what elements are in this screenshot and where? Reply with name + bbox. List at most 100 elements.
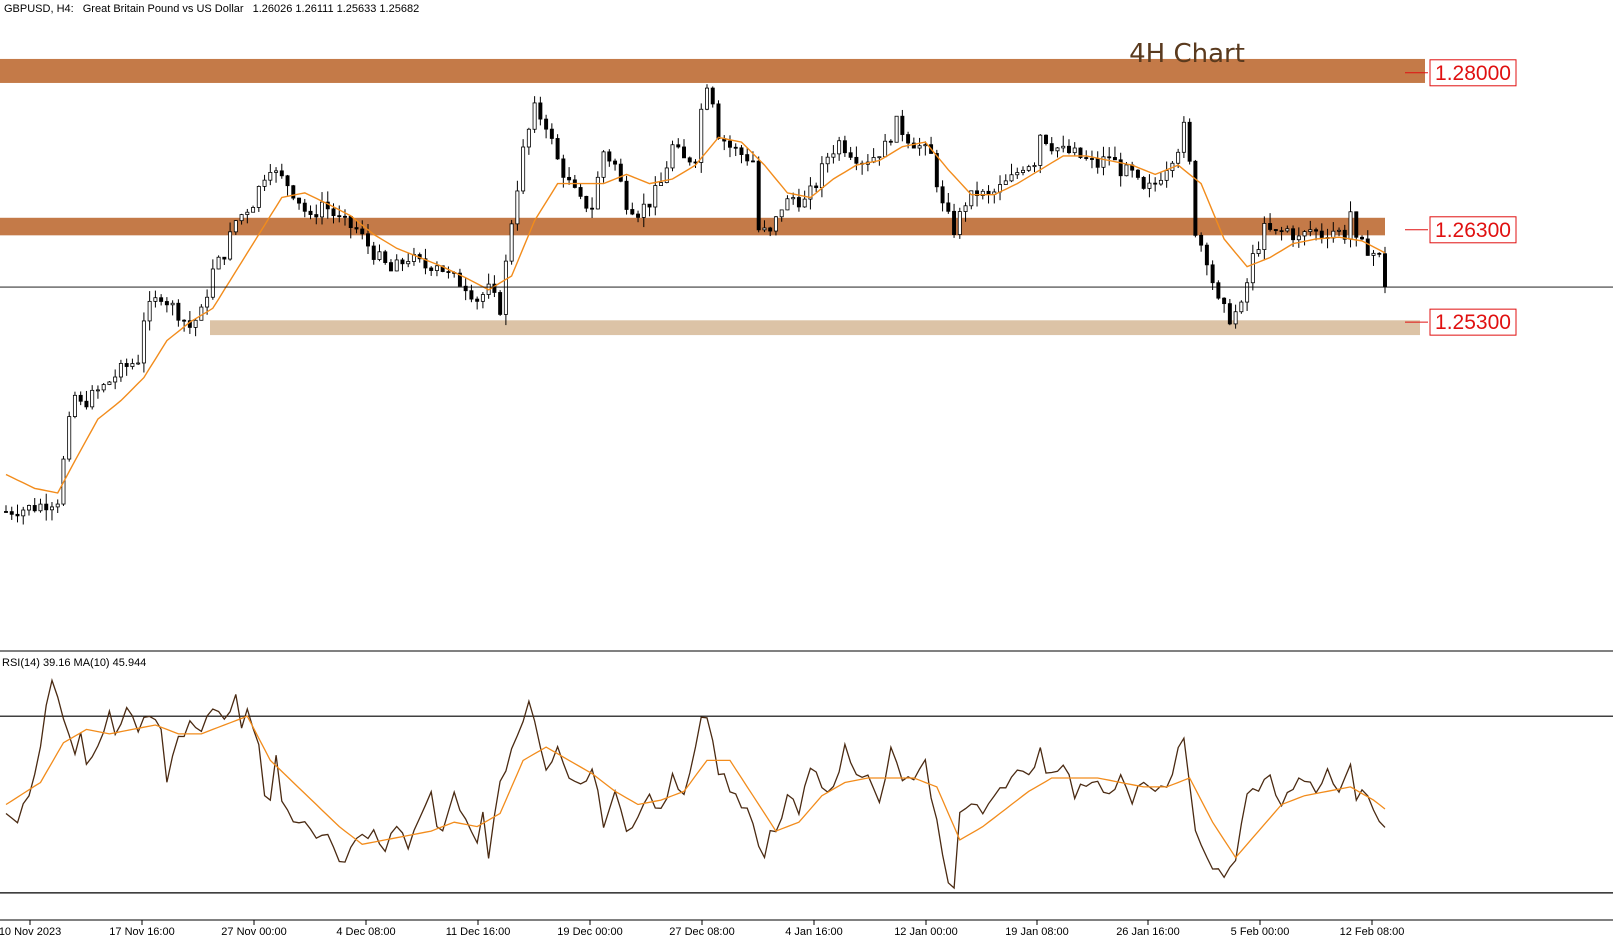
candle — [95, 385, 100, 399]
time-tick-label: 10 Nov 2023 — [0, 926, 61, 938]
candle — [888, 139, 893, 146]
time-tick-label: 17 Nov 16:00 — [109, 926, 174, 938]
candle — [883, 133, 888, 158]
candle — [1072, 142, 1077, 156]
candle — [101, 383, 106, 393]
candle — [32, 498, 37, 513]
candle — [90, 385, 95, 410]
candle — [1147, 174, 1152, 198]
candle — [274, 167, 279, 183]
rsi-line — [5, 678, 1386, 890]
candle — [739, 145, 744, 164]
candle — [624, 175, 629, 215]
candle — [814, 182, 819, 192]
candle — [613, 158, 618, 171]
level-label-1.26300: 1.26300 — [1405, 216, 1517, 244]
time-tick-label: 27 Dec 08:00 — [669, 926, 734, 938]
candle — [509, 219, 514, 265]
candle — [360, 220, 365, 240]
candle — [44, 493, 49, 521]
price-zone-1.26300 — [0, 217, 1385, 236]
candle — [136, 354, 141, 365]
candle — [205, 289, 210, 315]
candle — [819, 156, 824, 198]
level-label-1.25300: 1.25300 — [1405, 308, 1517, 336]
candle — [676, 138, 681, 149]
candle — [388, 259, 393, 272]
price-panel[interactable]: 1.28000 1.26300 1.25300 4H Chart — [0, 39, 1613, 525]
candle — [1095, 151, 1100, 174]
candle — [107, 380, 112, 386]
candle — [722, 135, 727, 151]
time-tick-label: 19 Jan 08:00 — [1005, 926, 1069, 938]
candle — [1003, 174, 1008, 186]
candle — [1101, 146, 1106, 176]
time-tick-label: 11 Dec 16:00 — [446, 926, 511, 938]
candle — [1009, 163, 1014, 183]
candle — [1233, 304, 1238, 329]
candle — [1308, 220, 1313, 237]
price-moving-average-line — [5, 136, 1386, 494]
candle — [1032, 162, 1037, 173]
candle — [796, 188, 801, 212]
candle — [216, 255, 221, 270]
candle — [15, 504, 20, 523]
level-label-1.28000: 1.28000 — [1405, 59, 1517, 87]
candle — [1268, 213, 1273, 232]
candle — [808, 177, 813, 210]
candle — [337, 205, 342, 223]
candle — [233, 220, 238, 235]
candle — [687, 156, 692, 166]
candle — [1112, 146, 1117, 161]
candle — [1273, 229, 1278, 235]
candle — [176, 299, 181, 327]
time-axis: 10 Nov 2023 17 Nov 16:00 27 Nov 00:00 4 Dec… — [0, 919, 1613, 938]
candle — [1181, 116, 1186, 159]
candle — [762, 220, 767, 233]
candle — [469, 284, 474, 303]
candle — [457, 268, 462, 287]
candle — [170, 300, 175, 316]
candle — [710, 86, 715, 108]
candle — [486, 273, 491, 299]
candle — [1302, 230, 1307, 246]
candle — [1107, 147, 1112, 166]
time-tick-label: 27 Nov 00:00 — [221, 926, 286, 938]
candle — [1279, 226, 1284, 241]
candle — [825, 152, 830, 173]
candle — [354, 220, 359, 234]
candle — [228, 222, 233, 261]
candle — [618, 158, 623, 183]
candle — [659, 172, 664, 186]
candle — [503, 254, 508, 326]
candle — [1383, 246, 1387, 294]
rsi-level-lines — [0, 715, 1613, 894]
candle — [27, 504, 31, 516]
level-price-text: 1.26300 — [1435, 219, 1511, 242]
candle — [727, 135, 732, 158]
candle — [1227, 298, 1232, 326]
candle — [1141, 175, 1146, 190]
candle — [682, 139, 686, 159]
candle — [1199, 232, 1204, 252]
candle — [607, 149, 612, 167]
candle — [159, 294, 164, 306]
candle — [4, 505, 8, 513]
candle — [124, 358, 129, 376]
candle — [1118, 152, 1123, 187]
time-tick-label: 12 Feb 08:00 — [1340, 926, 1405, 938]
candle — [1078, 147, 1083, 159]
candle — [578, 183, 583, 200]
candle — [1170, 160, 1175, 178]
rsi-indicator-label: RSI(14) 39.16 MA(10) 45.944 — [2, 657, 146, 669]
candle — [532, 96, 537, 133]
candle — [630, 202, 635, 216]
candle — [584, 195, 589, 213]
time-tick-label: 19 Dec 00:00 — [557, 926, 622, 938]
candle — [716, 100, 721, 140]
rsi-panel[interactable]: RSI(14) 39.16 MA(10) 45.944 — [0, 657, 1613, 894]
candle — [756, 156, 761, 233]
candle — [1089, 150, 1094, 169]
candle — [992, 188, 997, 204]
